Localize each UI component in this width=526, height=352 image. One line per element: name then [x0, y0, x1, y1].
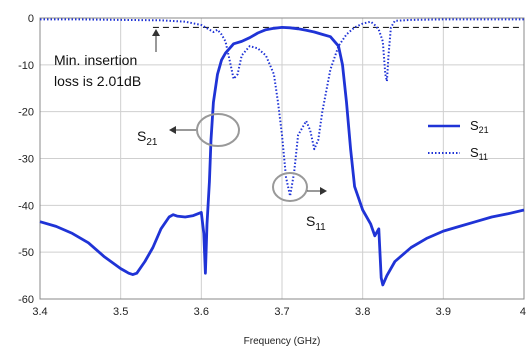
y-tick-label: -30: [18, 154, 34, 166]
legend-s11-main: S: [470, 145, 479, 160]
legend: S21 S11: [428, 118, 489, 162]
s21-callout-sub: 21: [146, 137, 158, 148]
y-tick-label: -40: [18, 200, 34, 212]
x-tick-label: 4: [520, 306, 526, 318]
legend-s21-label: S21: [470, 118, 489, 135]
insertion-loss-text-line2: loss is 2.01dB: [54, 73, 141, 89]
x-axis-label: Frequency (GHz): [244, 336, 321, 347]
s21-callout-arrowhead: [169, 126, 176, 134]
s11-callout-main: S: [306, 213, 315, 229]
s11-callout-arrowhead: [320, 187, 327, 195]
x-tick-label: 3.6: [194, 306, 209, 318]
x-tick-label: 3.4: [32, 306, 47, 318]
legend-s11-sub: 11: [479, 152, 488, 162]
s21-callout-label: S21: [137, 128, 158, 148]
y-tick-label: -10: [18, 60, 34, 72]
s11-callout-label: S11: [306, 213, 326, 233]
y-tick-label: -20: [18, 107, 34, 119]
legend-s21-main: S: [470, 118, 479, 133]
series-line-s21: [39, 26, 525, 287]
insertion-loss-arrowhead: [152, 29, 160, 36]
s21-callout-main: S: [137, 128, 146, 144]
legend-s11-label: S11: [470, 145, 488, 162]
x-tick-label: 3.9: [436, 306, 451, 318]
s11-callout-circle: [272, 172, 308, 202]
legend-s21-sub: 21: [479, 125, 489, 135]
y-tick-label: -60: [18, 294, 34, 306]
plot-border: [39, 17, 525, 300]
x-tick-label: 3.7: [274, 306, 289, 318]
y-axis-ticks: 0 -10 -20 -30 -40 -50 -60: [18, 13, 34, 306]
x-tick-label: 3.8: [355, 306, 370, 318]
y-tick-label: -50: [18, 247, 34, 259]
y-tick-label: 0: [28, 13, 34, 25]
x-axis-ticks: 3.4 3.5 3.6 3.7 3.8 3.9 4: [32, 306, 526, 318]
insertion-loss-text-line1: Min. insertion: [54, 52, 137, 68]
series-line-s11: [40, 18, 524, 197]
x-tick-label: 3.5: [113, 306, 128, 318]
s21-callout-circle: [196, 113, 240, 147]
series-group: [39, 18, 525, 287]
s11-callout-sub: 11: [315, 222, 326, 233]
